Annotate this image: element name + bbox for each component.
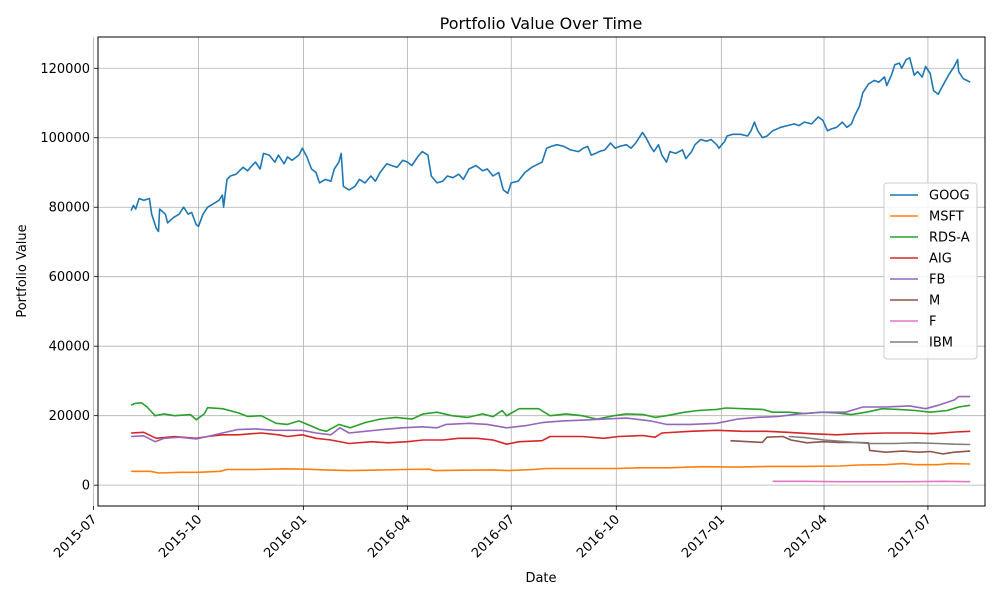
legend-label: AIG [929,252,952,267]
x-axis: 2015-07 2015-10 2016-01 2016-04 2016-07 2016-… [51,506,935,561]
series-line-rds-a [131,403,970,432]
y-tick-label: 20000 [49,409,90,424]
series-line-msft [131,464,970,473]
x-tick-label: 2015-07 [51,512,100,561]
series-lines [131,58,970,482]
y-tick-label: 100000 [40,131,90,146]
y-tick-label: 0 [82,479,90,494]
legend-label: M [929,294,940,309]
legend-label: F [929,315,936,330]
x-tick-label: 2015-10 [156,512,205,561]
x-tick-label: 2017-01 [679,512,728,561]
y-tick-label: 60000 [49,270,90,285]
x-tick-label: 2016-04 [365,512,414,561]
y-tick-label: 120000 [40,62,90,77]
y-tick-label: 80000 [49,201,90,216]
y-axis: 0 20000 40000 60000 80000 100000 120000 [40,62,98,494]
x-tick-label: 2017-04 [782,512,831,561]
legend: GOOG MSFT RDS-A AIG FB MF IBM [884,183,977,359]
series-line-ibm [789,437,971,445]
y-axis-label: Portfolio Value [15,224,30,317]
x-tick-label: 2016-07 [469,512,518,561]
legend-label: GOOG [929,189,970,204]
legend-label: FB [929,273,945,288]
plot-frame [98,37,985,506]
x-tick-label: 2016-10 [574,512,623,561]
legend-label: MSFT [929,210,964,225]
series-line-m [730,437,970,454]
x-tick-label: 2017-07 [886,512,935,561]
series-line-goog [131,58,970,232]
x-axis-label: Date [525,571,556,586]
legend-label: RDS-A [929,231,970,246]
chart-title: Portfolio Value Over Time [440,14,643,33]
grid [93,37,985,506]
x-tick-label: 2016-01 [261,512,310,561]
y-tick-label: 40000 [49,340,90,355]
legend-label: IBM [929,336,953,351]
